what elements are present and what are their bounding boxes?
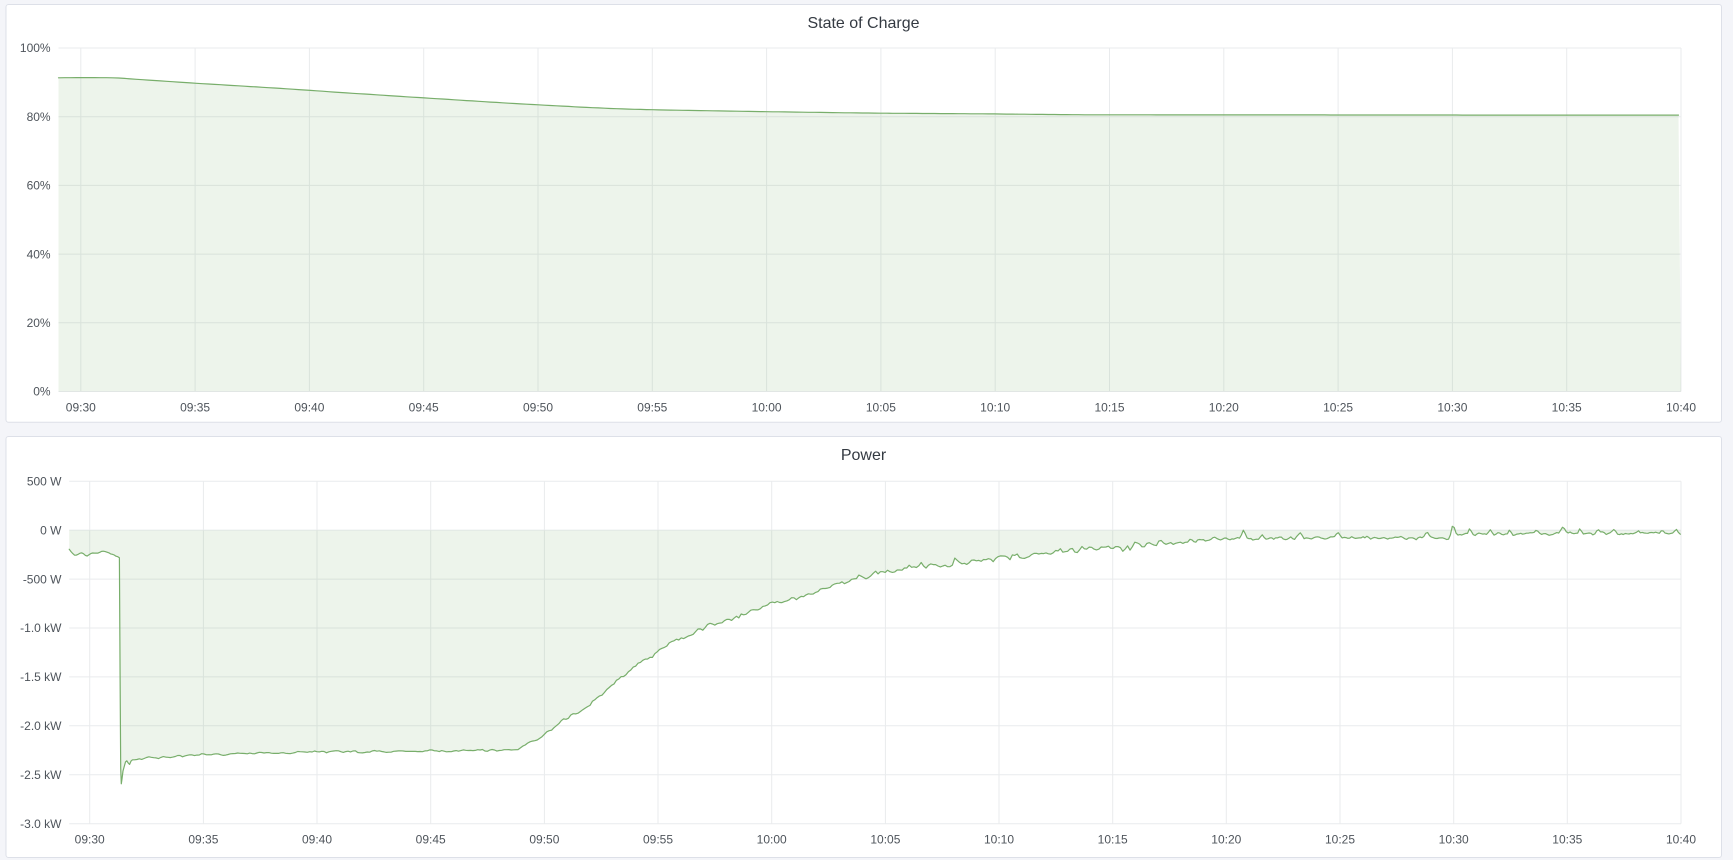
- svg-text:-500 W: -500 W: [23, 572, 62, 586]
- svg-text:10:30: 10:30: [1439, 833, 1469, 847]
- svg-text:09:40: 09:40: [294, 401, 324, 415]
- svg-text:09:50: 09:50: [529, 833, 559, 847]
- svg-text:0%: 0%: [33, 385, 51, 399]
- svg-text:500 W: 500 W: [27, 474, 62, 488]
- svg-text:0 W: 0 W: [40, 523, 62, 537]
- svg-text:09:30: 09:30: [66, 401, 96, 415]
- svg-text:10:25: 10:25: [1323, 401, 1353, 415]
- svg-text:10:40: 10:40: [1666, 401, 1696, 415]
- svg-text:10:35: 10:35: [1552, 833, 1582, 847]
- svg-text:10:10: 10:10: [980, 401, 1010, 415]
- svg-text:40%: 40%: [27, 247, 51, 261]
- svg-text:09:30: 09:30: [75, 833, 105, 847]
- svg-text:10:15: 10:15: [1094, 401, 1124, 415]
- svg-text:100%: 100%: [20, 41, 51, 55]
- svg-text:09:55: 09:55: [637, 401, 667, 415]
- svg-text:State of Charge: State of Charge: [807, 15, 919, 32]
- svg-text:09:45: 09:45: [409, 401, 439, 415]
- svg-text:Power: Power: [841, 447, 887, 464]
- svg-text:10:40: 10:40: [1666, 833, 1696, 847]
- svg-text:10:35: 10:35: [1552, 401, 1582, 415]
- svg-text:10:10: 10:10: [984, 833, 1014, 847]
- svg-text:09:50: 09:50: [523, 401, 553, 415]
- svg-text:10:15: 10:15: [1098, 833, 1128, 847]
- svg-text:10:05: 10:05: [866, 401, 896, 415]
- svg-text:-2.0 kW: -2.0 kW: [20, 719, 62, 733]
- svg-text:80%: 80%: [27, 110, 51, 124]
- svg-text:10:20: 10:20: [1211, 833, 1241, 847]
- svg-text:09:35: 09:35: [180, 401, 210, 415]
- svg-text:10:05: 10:05: [870, 833, 900, 847]
- svg-text:09:45: 09:45: [416, 833, 446, 847]
- svg-text:09:40: 09:40: [302, 833, 332, 847]
- svg-text:10:20: 10:20: [1209, 401, 1239, 415]
- svg-text:-3.0 kW: -3.0 kW: [20, 817, 62, 831]
- svg-text:09:35: 09:35: [188, 833, 218, 847]
- svg-text:60%: 60%: [27, 179, 51, 193]
- svg-text:-2.5 kW: -2.5 kW: [20, 768, 62, 782]
- svg-text:10:00: 10:00: [757, 833, 787, 847]
- svg-text:-1.0 kW: -1.0 kW: [20, 621, 62, 635]
- svg-text:09:55: 09:55: [643, 833, 673, 847]
- svg-text:20%: 20%: [27, 316, 51, 330]
- svg-text:10:25: 10:25: [1325, 833, 1355, 847]
- svg-text:10:30: 10:30: [1437, 401, 1467, 415]
- svg-text:10:00: 10:00: [752, 401, 782, 415]
- svg-text:-1.5 kW: -1.5 kW: [20, 670, 62, 684]
